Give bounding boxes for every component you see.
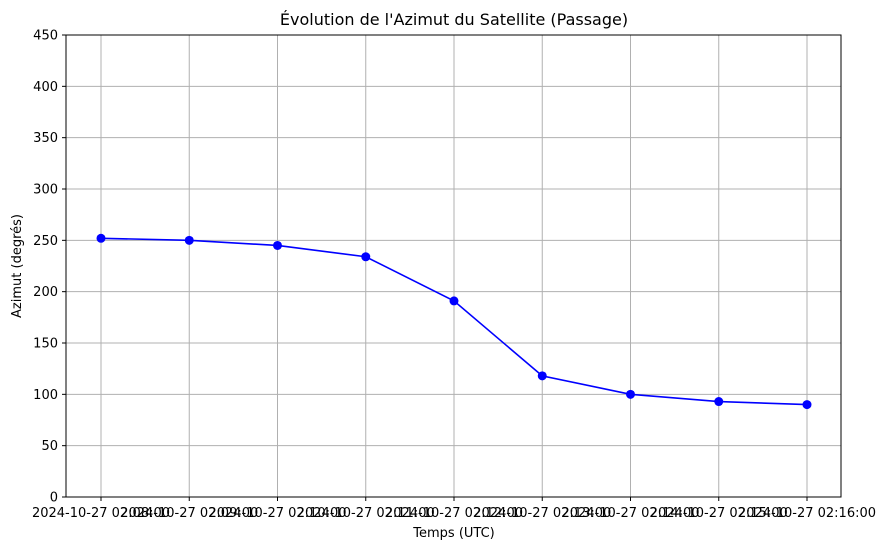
y-tick-label: 350 <box>33 131 58 146</box>
x-tick-label: 2024-10-27 02:12:00 <box>385 506 523 521</box>
y-tick-label: 0 <box>50 491 58 506</box>
data-point <box>714 397 724 407</box>
data-point <box>802 400 812 410</box>
x-axis-label: Temps (UTC) <box>412 526 494 541</box>
x-tick-label: 2024-10-27 02:11:00 <box>297 506 435 521</box>
x-tick-label: 2024-10-27 02:16:00 <box>738 506 876 521</box>
y-tick-label: 50 <box>41 439 58 454</box>
x-tick-label: 2024-10-27 02:14:00 <box>561 506 699 521</box>
y-tick-label: 450 <box>33 29 58 44</box>
data-point <box>626 389 635 399</box>
y-tick-label: 200 <box>33 285 58 300</box>
y-tick-label: 400 <box>33 80 58 95</box>
data-point <box>361 252 371 262</box>
y-tick-label: 300 <box>33 183 58 198</box>
x-tick-label: 2024-10-27 02:08:00 <box>32 506 170 521</box>
x-tick-label: 2024-10-27 02:15:00 <box>650 506 788 521</box>
grid <box>66 34 841 498</box>
x-tick-label: 2024-10-27 02:09:00 <box>120 506 258 521</box>
x-tick-label: 2024-10-27 02:10:00 <box>208 506 346 521</box>
data-point <box>96 233 106 243</box>
chart-title: Évolution de l'Azimut du Satellite (Pass… <box>280 10 628 29</box>
y-tick-label: 100 <box>33 388 58 403</box>
y-tick-label: 250 <box>33 234 58 249</box>
data-point <box>537 371 547 381</box>
y-tick-label: 150 <box>33 337 58 352</box>
data-point <box>273 240 282 250</box>
series-layer <box>96 233 812 410</box>
data-point <box>449 296 459 306</box>
data-point <box>184 235 194 245</box>
y-axis-label: Azimut (degrés) <box>10 214 25 318</box>
x-tick-label: 2024-10-27 02:13:00 <box>473 506 611 521</box>
y-axis: 0 50 100 150 200 250 300 350 400 450 <box>33 29 66 506</box>
